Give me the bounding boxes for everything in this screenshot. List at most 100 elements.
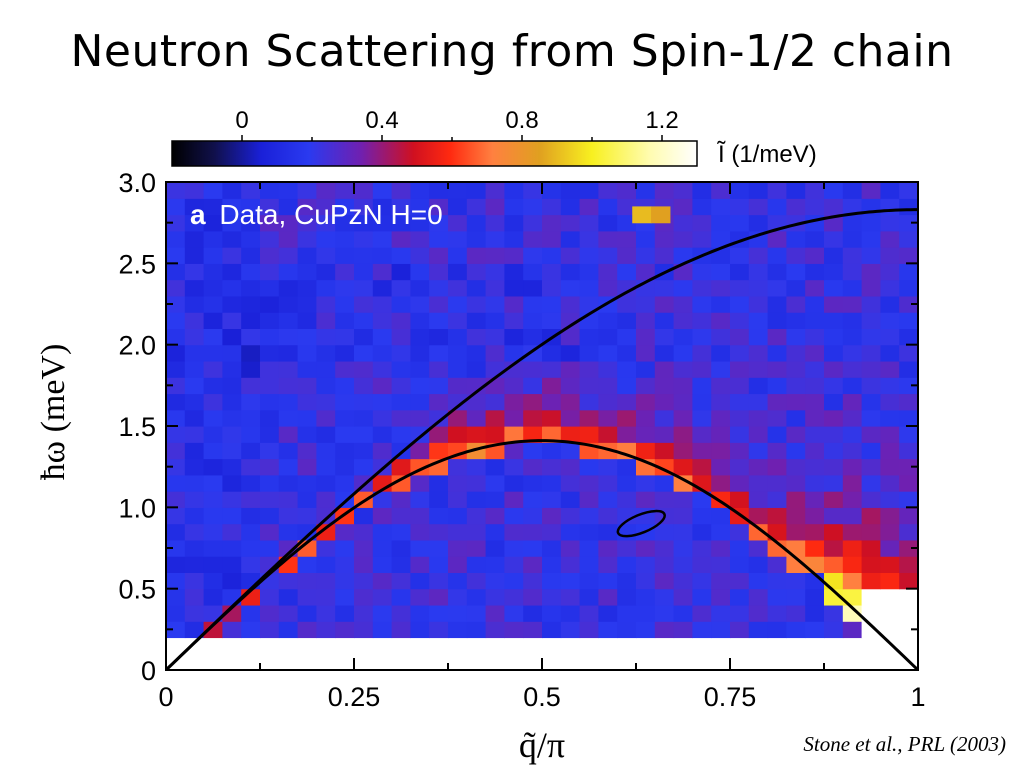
heatmap-cell xyxy=(842,360,863,378)
heatmap-cell xyxy=(448,539,468,557)
heatmap-cell xyxy=(429,507,449,525)
heatmap-cell xyxy=(899,442,918,460)
heatmap-cell xyxy=(560,523,581,541)
heatmap-cell xyxy=(410,295,430,313)
heatmap-cell xyxy=(748,263,769,281)
heatmap-cell xyxy=(297,393,317,411)
heatmap-cell xyxy=(278,279,299,297)
heatmap-cell xyxy=(466,295,487,313)
heatmap-cell xyxy=(673,458,693,476)
heatmap-cell xyxy=(203,604,223,622)
heatmap-cell xyxy=(579,507,599,525)
heatmap-cell xyxy=(410,247,430,264)
heatmap-cell xyxy=(899,409,918,427)
heatmap-cell xyxy=(410,214,430,232)
heatmap-cell xyxy=(372,539,393,557)
heatmap-cell xyxy=(579,539,599,557)
heatmap-cell xyxy=(805,263,825,281)
heatmap-cell xyxy=(485,214,505,232)
heatmap-cell xyxy=(692,279,712,297)
heatmap-cell xyxy=(391,556,411,573)
heatmap-cell xyxy=(579,328,599,346)
heatmap-cell xyxy=(767,328,787,346)
heatmap-cell xyxy=(222,474,242,492)
heatmap-cell xyxy=(880,230,900,248)
heatmap-cell xyxy=(560,604,581,622)
heatmap-cell xyxy=(260,377,280,395)
heatmap-cell xyxy=(748,604,769,622)
heatmap-cell xyxy=(560,263,581,281)
heatmap-cell xyxy=(184,426,205,443)
heatmap-cell xyxy=(241,377,261,395)
heatmap-cell xyxy=(372,344,393,362)
heatmap-cell xyxy=(786,263,806,281)
heatmap-cell xyxy=(485,393,505,411)
heatmap-cell xyxy=(166,393,186,411)
heatmap-cell xyxy=(297,230,317,248)
heatmap-cell xyxy=(579,230,599,248)
heatmap-cell xyxy=(241,442,261,460)
heatmap-cell xyxy=(354,556,374,573)
heatmap-cell xyxy=(354,198,374,216)
heatmap-cell xyxy=(805,539,825,557)
heatmap-cell xyxy=(824,409,844,427)
heatmap-cell xyxy=(786,572,806,590)
heatmap-cell xyxy=(184,409,205,427)
heatmap-cell xyxy=(297,491,317,508)
heatmap-cell xyxy=(222,312,242,329)
heatmap-cell xyxy=(861,458,881,476)
heatmap-cell xyxy=(448,588,468,606)
heatmap-cell xyxy=(542,442,562,460)
heatmap-cell xyxy=(767,474,787,492)
heatmap-cell xyxy=(711,377,731,395)
heatmap-cell xyxy=(410,328,430,346)
heatmap-cell xyxy=(203,230,223,248)
heatmap-cell xyxy=(372,295,393,313)
heatmap-cell xyxy=(767,491,787,508)
heatmap-cell xyxy=(523,572,543,590)
heatmap-cell xyxy=(372,621,393,639)
heatmap-cell xyxy=(166,572,186,590)
heatmap-cell xyxy=(391,604,411,622)
heatmap-cell xyxy=(636,572,656,590)
heatmap-cell xyxy=(805,230,825,248)
heatmap-cell xyxy=(429,409,449,427)
heatmap-cell xyxy=(861,214,881,232)
panel-text: Data, CuPzN H=0 xyxy=(219,199,442,230)
heatmap-cell xyxy=(880,198,900,216)
heatmap-cell xyxy=(391,393,411,411)
heatmap-cell xyxy=(842,604,863,622)
heatmap-cell xyxy=(391,230,411,248)
heatmap-cell xyxy=(485,295,505,313)
heatmap-cell xyxy=(861,474,881,492)
heatmap-cell xyxy=(673,474,693,492)
heatmap-cell xyxy=(617,214,637,232)
heatmap-cell xyxy=(203,491,223,508)
heatmap-cell xyxy=(391,458,411,476)
heatmap-cell xyxy=(598,214,618,232)
heatmap-cell xyxy=(222,572,242,590)
heatmap-cell xyxy=(448,230,468,248)
heatmap-cell xyxy=(673,230,693,248)
heatmap-cell xyxy=(222,539,242,557)
heatmap-cell xyxy=(824,458,844,476)
heatmap-cell xyxy=(316,507,336,525)
heatmap-cell xyxy=(316,523,336,541)
heatmap-cell xyxy=(899,458,918,476)
heatmap-cell xyxy=(711,263,731,281)
heatmap-cell xyxy=(598,458,618,476)
heatmap-cell xyxy=(560,474,581,492)
heatmap-cell xyxy=(523,474,543,492)
heatmap-cell xyxy=(504,621,524,639)
heatmap-cell xyxy=(222,214,242,232)
heatmap-cell xyxy=(372,198,393,216)
heatmap-cell xyxy=(748,360,769,378)
heatmap-cell xyxy=(241,539,261,557)
heatmap-cell xyxy=(654,556,675,573)
heatmap-cell xyxy=(880,507,900,525)
heatmap-cell xyxy=(260,409,280,427)
heatmap-cell xyxy=(278,442,299,460)
heatmap-cell xyxy=(880,539,900,557)
heatmap-cell xyxy=(542,523,562,541)
heatmap-cell xyxy=(711,312,731,329)
